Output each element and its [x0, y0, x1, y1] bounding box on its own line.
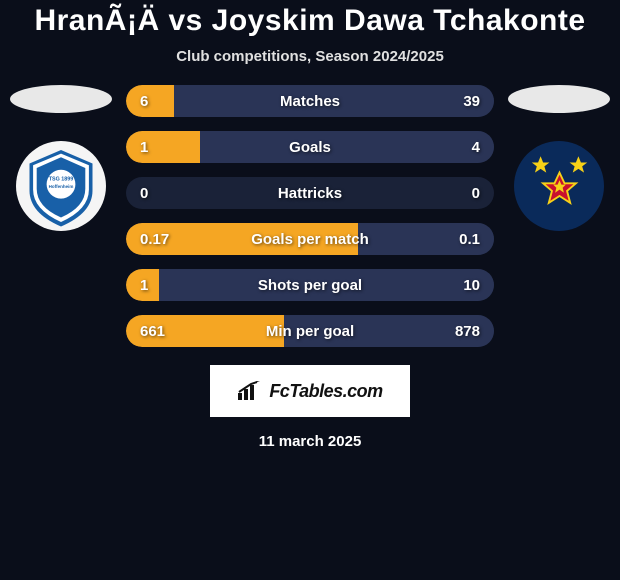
bar-fill-left: [126, 85, 174, 117]
page-title: HranÃ¡Ä vs Joyskim Dawa Tchakonte: [0, 4, 620, 38]
fcsb-crest-icon: [528, 155, 591, 218]
bar-right-value: 39: [463, 93, 480, 110]
bar-label: Hattricks: [278, 185, 342, 202]
brand-badge[interactable]: FcTables.com: [210, 365, 410, 417]
svg-text:Hoffenheim: Hoffenheim: [49, 184, 74, 189]
comparison-card: HranÃ¡Ä vs Joyskim Dawa Tchakonte Club c…: [0, 0, 620, 450]
hoffenheim-crest-icon: TSG 1899 Hoffenheim: [16, 141, 106, 231]
date-text: 11 march 2025: [0, 433, 620, 450]
bar-fill-left: [126, 131, 200, 163]
bar-label: Goals: [289, 139, 331, 156]
bar-label: Min per goal: [266, 323, 354, 340]
brand-text: FcTables.com: [269, 381, 382, 402]
bar-left-value: 0.17: [140, 231, 169, 248]
bar-left-value: 1: [140, 139, 148, 156]
stat-bar: 1 4 Goals: [126, 131, 494, 163]
left-flag-placeholder: [10, 85, 112, 113]
left-side: TSG 1899 Hoffenheim: [6, 85, 116, 231]
stat-bar: 0 0 Hattricks: [126, 177, 494, 209]
bar-right-value: 878: [455, 323, 480, 340]
bar-label: Shots per goal: [258, 277, 362, 294]
bar-right-value: 0: [472, 185, 480, 202]
bar-left-value: 0: [140, 185, 148, 202]
stat-bar: 1 10 Shots per goal: [126, 269, 494, 301]
stat-bar: 661 878 Min per goal: [126, 315, 494, 347]
right-club-crest: [514, 141, 604, 231]
brand-logo-icon: [237, 381, 263, 401]
bar-fill-right: [200, 131, 494, 163]
stats-bars: 6 39 Matches 1 4 Goals 0 0 Hattricks 0.17 0.1 Goals…: [126, 85, 494, 347]
stat-bar: 0.17 0.1 Goals per match: [126, 223, 494, 255]
main-row: TSG 1899 Hoffenheim 6 39 Matches 1 4 Goals 0 0 H…: [0, 85, 620, 347]
page-subtitle: Club competitions, Season 2024/2025: [0, 48, 620, 65]
bar-label: Matches: [280, 93, 340, 110]
left-club-crest: TSG 1899 Hoffenheim: [16, 141, 106, 231]
bar-right-value: 0.1: [459, 231, 480, 248]
svg-text:TSG 1899: TSG 1899: [49, 177, 74, 183]
bar-left-value: 1: [140, 277, 148, 294]
bar-right-value: 4: [472, 139, 480, 156]
stat-bar: 6 39 Matches: [126, 85, 494, 117]
bar-label: Goals per match: [251, 231, 369, 248]
right-flag-placeholder: [508, 85, 610, 113]
right-side: [504, 85, 614, 231]
bar-right-value: 10: [463, 277, 480, 294]
bar-left-value: 6: [140, 93, 148, 110]
bar-left-value: 661: [140, 323, 165, 340]
